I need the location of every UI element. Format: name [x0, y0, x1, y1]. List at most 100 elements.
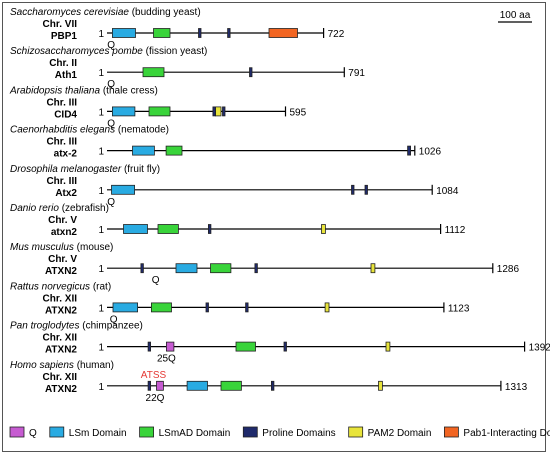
species-scientific-name: Caenorhabditis elegans: [10, 125, 115, 136]
species-common-name: (nematode): [115, 125, 169, 136]
domain-proline: [147, 380, 152, 391]
domain-lsmad: [210, 263, 232, 274]
legend-label-proline: Proline Domains: [262, 428, 335, 439]
domain-q: [165, 341, 175, 352]
chromosome-label: Chr. XII: [43, 372, 78, 383]
gene-label: ATXN2: [45, 266, 77, 277]
legend-swatch-lsm: [49, 426, 65, 438]
protein-length-label: 722: [328, 29, 345, 40]
protein-length-label: 791: [348, 68, 365, 79]
start-position-label: 1: [98, 264, 104, 275]
start-position-label: 1: [98, 303, 104, 314]
gene-label: ATXN2: [45, 384, 77, 395]
domain-lsm: [186, 380, 208, 391]
figure-frame: [2, 2, 546, 452]
species-name: Danio rerio (zebrafish): [10, 203, 109, 214]
chromosome-label: Chr. III: [46, 97, 77, 108]
start-position-label: 1: [98, 343, 104, 354]
domain-proline: [270, 380, 275, 391]
chromosome-label: Chr. XII: [43, 293, 78, 304]
legend-swatch-lsmad: [139, 426, 154, 438]
polyq-label: Q: [107, 118, 115, 129]
species-name: Schizosaccharomyces pombe (fission yeast…: [10, 46, 207, 57]
protein-length-label: 1026: [419, 147, 442, 158]
scale-bar-label: 100 aa: [500, 10, 531, 21]
species-common-name: (chimpanzee): [80, 321, 143, 332]
start-position-label: 1: [98, 29, 104, 40]
species-scientific-name: Mus musculus: [10, 242, 74, 253]
gene-label: ATXN2: [45, 305, 77, 316]
domain-lsmad: [153, 28, 171, 38]
legend-label-pab1: Pab1-Interacting Domain: [463, 428, 550, 439]
species-scientific-name: Schizosaccharomyces pombe: [10, 46, 143, 57]
gene-label: ATXN2: [45, 345, 77, 356]
domain-lsmad: [165, 145, 183, 156]
domain-q: [156, 380, 164, 391]
domain-lsmad: [142, 67, 165, 78]
chromosome-label: Chr. VII: [43, 19, 78, 30]
species-common-name: (mouse): [74, 242, 113, 253]
domain-proline: [364, 184, 368, 195]
domain-lsm: [132, 145, 155, 156]
protein-length-label: 1123: [448, 303, 470, 314]
legend-swatch-proline: [242, 426, 258, 438]
gene-label: Atx2: [55, 188, 77, 199]
gene-label: PBP1: [51, 31, 78, 42]
legend-label-pam2: PAM2 Domain: [368, 428, 432, 439]
domain-pam2: [370, 263, 376, 274]
domain-proline: [147, 341, 152, 352]
start-position-label: 1: [98, 225, 104, 236]
chromosome-label: Chr. II: [49, 58, 77, 69]
species-scientific-name: Danio rerio: [10, 203, 59, 214]
gene-label: CID4: [54, 109, 77, 120]
domain-proline: [407, 145, 412, 156]
polyq-label: Q: [107, 197, 115, 208]
chromosome-label: Chr. III: [46, 176, 77, 187]
legend-swatch-q: [9, 426, 25, 438]
domain-lsmad: [235, 341, 256, 352]
domain-pam2: [324, 302, 330, 313]
species-scientific-name: Saccharomyces cerevisiae: [10, 7, 129, 18]
start-position-label: 1: [98, 147, 104, 158]
start-position-label: 1: [98, 382, 104, 393]
protein-length-label: 595: [290, 107, 307, 118]
legend-label-q: Q: [29, 428, 37, 439]
domain-lsm: [175, 263, 198, 274]
start-position-label: 1: [98, 107, 104, 118]
species-name: Pan troglodytes (chimpanzee): [10, 321, 143, 332]
domain-lsmad: [148, 106, 171, 117]
domain-proline: [351, 184, 355, 195]
protein-length-label: 1313: [505, 382, 528, 393]
chromosome-label: Chr. V: [48, 215, 77, 226]
species-name: Drosophila melanogaster (fruit fly): [10, 164, 160, 175]
protein-length-label: 1392: [529, 343, 550, 354]
domain-proline: [283, 341, 287, 352]
polyq-label: Q: [107, 79, 115, 90]
polyq-label: 22Q: [146, 393, 165, 404]
legend-swatch-pam2: [348, 426, 364, 438]
domain-lsmad: [220, 380, 242, 391]
domain-pam2: [385, 341, 391, 352]
species-name: Saccharomyces cerevisiae (budding yeast): [10, 7, 201, 18]
species-common-name: (human): [74, 360, 114, 371]
species-name: Mus musculus (mouse): [10, 242, 113, 253]
polyq-label: Q: [107, 40, 115, 51]
atss-label: ATSS: [141, 370, 167, 381]
species-scientific-name: Rattus norvegicus: [10, 281, 90, 292]
species-name: Homo sapiens (human): [10, 360, 114, 371]
species-common-name: (fission yeast): [143, 46, 207, 57]
protein-length-label: 1112: [445, 225, 466, 236]
domain-pab1: [268, 28, 298, 38]
chromosome-label: Chr. V: [48, 254, 77, 265]
polyq-label: Q: [110, 314, 118, 325]
polyq-label: Q: [152, 275, 160, 286]
domain-pam2: [321, 224, 326, 234]
domain-pam2: [215, 106, 222, 117]
domain-proline: [222, 106, 226, 117]
polyq-label: 25Q: [157, 354, 176, 365]
domain-proline: [245, 302, 249, 313]
protein-length-label: 1286: [497, 264, 520, 275]
domain-proline: [249, 67, 253, 78]
domain-lsmad: [157, 224, 179, 234]
